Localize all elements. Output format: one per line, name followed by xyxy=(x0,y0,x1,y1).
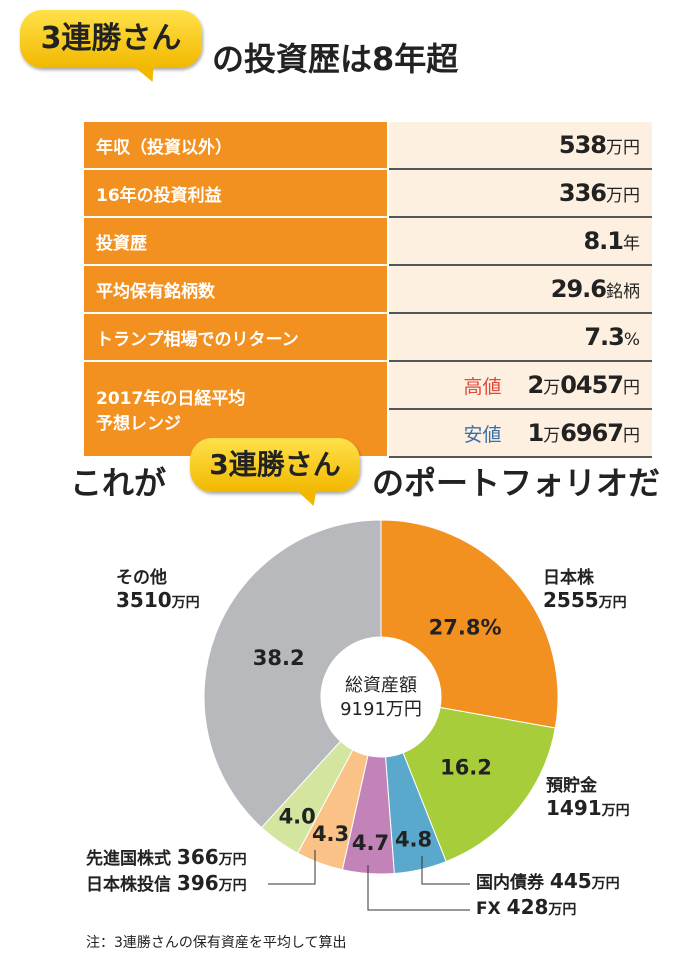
row-value: 29.6銘柄 xyxy=(388,265,652,314)
slice-value-label: 16.2 xyxy=(440,755,492,779)
slice-legend-label: 日本株 2555万円 xyxy=(543,568,627,612)
center-label: 総資産額 xyxy=(345,675,417,696)
table-row: 16年の投資利益 336万円 xyxy=(84,169,652,218)
leader-line xyxy=(367,865,470,911)
slice-value-label: 4.7 xyxy=(352,831,389,855)
slice-value-label: 4.0 xyxy=(279,804,316,828)
table-row: トランプ相場でのリターン 7.3% xyxy=(84,313,652,362)
slice-legend-label: 国内債券 445万円 xyxy=(476,869,620,893)
slice-value-label: 4.3 xyxy=(312,822,349,846)
row-label: 16年の投資利益 xyxy=(84,169,389,218)
row-label: 平均保有銘柄数 xyxy=(84,265,389,314)
slice-legend-label: 預貯金 1491万円 xyxy=(546,776,630,820)
slice-value-label: 4.8 xyxy=(395,827,432,851)
title-bubble: 3連勝さん xyxy=(20,10,202,68)
row-value: 336万円 xyxy=(388,169,652,218)
profile-table: 年収（投資以外） 538万円 16年の投資利益 336万円 投資歴 8.1年 平均保有銘柄数… xyxy=(84,122,652,458)
footnote: 注：3連勝さんの保有資産を平均して算出 xyxy=(86,935,347,951)
row-label: トランプ相場でのリターン xyxy=(84,313,389,362)
range-high: 高値 2万0457円 xyxy=(388,361,652,410)
row-label: 投資歴 xyxy=(84,217,389,266)
row-value: 8.1年 xyxy=(388,217,652,266)
leader-line xyxy=(268,850,316,885)
center-label: 9191万円 xyxy=(340,699,422,720)
slice-value-label: 27.8% xyxy=(429,616,502,640)
row-value: 7.3% xyxy=(388,313,652,362)
slice-legend-label: その他 3510万円 xyxy=(116,568,200,612)
portfolio-heading-prefix: これが xyxy=(70,464,167,502)
slice-legend-label: FX 428万円 xyxy=(476,895,577,919)
table-row: 平均保有銘柄数 29.6銘柄 xyxy=(84,265,652,314)
portfolio-bubble: 3連勝さん xyxy=(190,438,360,492)
slice-legend-label: 日本株投信 396万円 xyxy=(86,871,247,895)
row-label: 年収（投資以外） xyxy=(84,122,389,170)
slice-legend-label: 先進国株式 366万円 xyxy=(86,845,247,869)
leader-line xyxy=(421,856,470,885)
page-title: の投資歴は8年超 xyxy=(212,40,459,78)
slice-value-label: 38.2 xyxy=(253,646,305,670)
portfolio-heading-suffix: のポートフォリオだ xyxy=(372,464,661,502)
table-row: 投資歴 8.1年 xyxy=(84,217,652,266)
row-value: 538万円 xyxy=(388,122,652,170)
table-row: 年収（投資以外） 538万円 xyxy=(84,122,652,170)
range-low: 安値 1万6967円 xyxy=(388,409,652,458)
